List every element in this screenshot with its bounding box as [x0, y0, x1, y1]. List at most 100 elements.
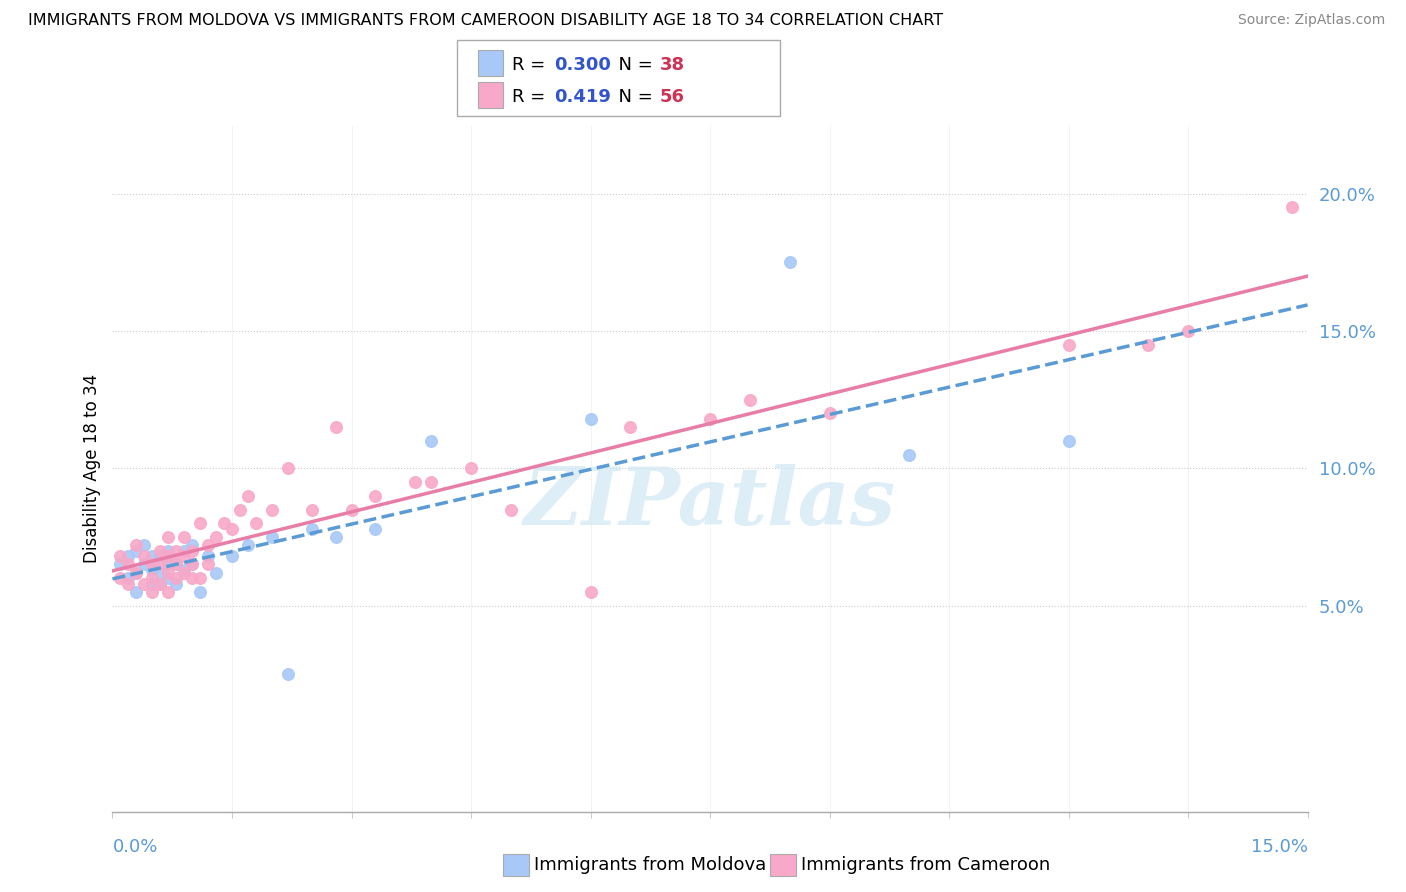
Point — [117, 549, 139, 564]
Point — [205, 530, 228, 544]
Text: R =: R = — [512, 87, 551, 106]
Point — [117, 558, 139, 572]
Point — [165, 576, 187, 591]
Point — [125, 543, 148, 558]
Point — [898, 448, 921, 462]
Point — [229, 502, 252, 516]
Point — [499, 502, 522, 516]
Point — [364, 489, 387, 503]
Point — [125, 566, 148, 580]
Point — [134, 549, 156, 564]
Text: 56: 56 — [659, 87, 685, 106]
Point — [134, 576, 156, 591]
Point — [141, 558, 163, 572]
Point — [165, 543, 187, 558]
Point — [141, 576, 163, 591]
Point — [181, 571, 204, 585]
Text: ZIPatlas: ZIPatlas — [524, 464, 896, 541]
Point — [325, 530, 347, 544]
Point — [181, 558, 204, 572]
Point — [188, 516, 211, 531]
Point — [197, 558, 219, 572]
Point — [181, 543, 204, 558]
Point — [212, 516, 235, 531]
Point — [221, 522, 243, 536]
Text: Immigrants from Moldova: Immigrants from Moldova — [534, 856, 766, 874]
Point — [157, 530, 180, 544]
Point — [1057, 434, 1080, 448]
Point — [157, 549, 180, 564]
Text: Source: ZipAtlas.com: Source: ZipAtlas.com — [1237, 13, 1385, 28]
Point — [579, 412, 602, 426]
Point — [110, 549, 132, 564]
Point — [260, 530, 283, 544]
Point — [141, 549, 163, 564]
Point — [157, 566, 180, 580]
Point — [149, 543, 172, 558]
Point — [420, 475, 443, 489]
Point — [149, 549, 172, 564]
Point — [619, 420, 641, 434]
Text: R =: R = — [512, 55, 551, 74]
Point — [149, 576, 172, 591]
Point — [340, 502, 363, 516]
Point — [149, 558, 172, 572]
Text: IMMIGRANTS FROM MOLDOVA VS IMMIGRANTS FROM CAMEROON DISABILITY AGE 18 TO 34 CORR: IMMIGRANTS FROM MOLDOVA VS IMMIGRANTS FR… — [28, 13, 943, 29]
Point — [364, 522, 387, 536]
Point — [110, 558, 132, 572]
Point — [125, 566, 148, 580]
Point — [157, 558, 180, 572]
Point — [277, 461, 299, 475]
Point — [818, 406, 841, 420]
Point — [260, 502, 283, 516]
Point — [173, 530, 195, 544]
Point — [181, 538, 204, 552]
Y-axis label: Disability Age 18 to 34: Disability Age 18 to 34 — [83, 374, 101, 563]
Point — [197, 538, 219, 552]
Point — [197, 549, 219, 564]
Point — [125, 585, 148, 599]
Point — [1057, 337, 1080, 351]
Point — [460, 461, 482, 475]
Point — [779, 255, 801, 269]
Text: 0.300: 0.300 — [554, 55, 610, 74]
Point — [301, 502, 323, 516]
Point — [157, 571, 180, 585]
Point — [165, 571, 187, 585]
Point — [110, 571, 132, 585]
Text: N =: N = — [607, 87, 659, 106]
Point — [157, 585, 180, 599]
Point — [173, 566, 195, 580]
Point — [404, 475, 426, 489]
Point — [141, 585, 163, 599]
Point — [221, 549, 243, 564]
Point — [236, 489, 259, 503]
Text: 38: 38 — [659, 55, 685, 74]
Point — [188, 571, 211, 585]
Text: N =: N = — [607, 55, 659, 74]
Point — [165, 558, 187, 572]
Point — [134, 538, 156, 552]
Point — [134, 558, 156, 572]
Point — [301, 522, 323, 536]
Point — [173, 543, 195, 558]
Point — [117, 576, 139, 591]
Point — [173, 563, 195, 577]
Point — [277, 667, 299, 681]
Point — [141, 563, 163, 577]
Point — [165, 558, 187, 572]
Point — [125, 538, 148, 552]
Point — [181, 558, 204, 572]
Point — [325, 420, 347, 434]
Point — [205, 566, 228, 580]
Point — [149, 566, 172, 580]
Point — [1281, 200, 1303, 214]
Point — [738, 392, 761, 407]
Point — [579, 585, 602, 599]
Text: 0.419: 0.419 — [554, 87, 610, 106]
Point — [117, 571, 139, 585]
Point — [236, 538, 259, 552]
Text: 15.0%: 15.0% — [1250, 838, 1308, 855]
Point — [699, 412, 721, 426]
Point — [173, 549, 195, 564]
